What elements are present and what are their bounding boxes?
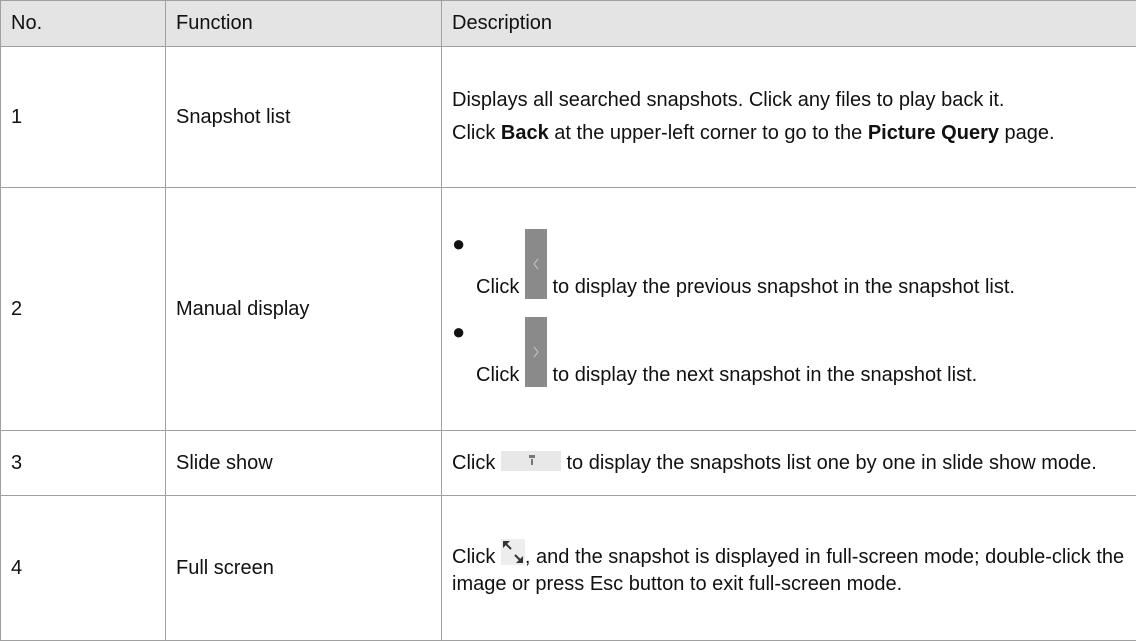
paragraph: Displays all searched snapshots. Click a… bbox=[452, 87, 1126, 114]
text: Click to display the previous snapshot i… bbox=[476, 229, 1015, 301]
text: at the upper-left corner to go to the bbox=[554, 122, 862, 144]
text: to display the previous snapshot in the … bbox=[552, 276, 1015, 298]
text: Click bbox=[452, 546, 495, 568]
text: Click bbox=[452, 452, 495, 474]
cell: Displays all searched snapshots. Click a… bbox=[442, 47, 1136, 188]
bold-text: Back bbox=[501, 122, 549, 144]
row: 3 Slide show Click to display the snapsh… bbox=[1, 431, 1136, 496]
slideshow-icon bbox=[501, 451, 561, 471]
text: page. bbox=[1005, 122, 1055, 144]
bullet: ● bbox=[452, 229, 476, 301]
row: 2 Manual display ●Click to display the p… bbox=[1, 188, 1136, 431]
fullscreen-icon bbox=[501, 539, 525, 565]
cell: Manual display bbox=[166, 188, 442, 431]
paragraph: Click Back at the upper-left corner to g… bbox=[452, 120, 1126, 147]
next-icon bbox=[525, 317, 547, 387]
text: Click bbox=[476, 276, 519, 298]
cell: Snapshot list bbox=[166, 47, 442, 188]
bullet-item: ●Click to display the previous snapshot … bbox=[452, 229, 1126, 301]
cell: 1 bbox=[1, 47, 166, 188]
header-row: No. Function Description bbox=[1, 1, 1136, 47]
cell: 4 bbox=[1, 496, 166, 641]
row: 4 Full screen Click , and the snapshot i… bbox=[1, 496, 1136, 641]
bullet: ● bbox=[452, 317, 476, 389]
cell: Full screen bbox=[166, 496, 442, 641]
header-cell: Description bbox=[442, 1, 1136, 47]
cell: ●Click to display the previous snapshot … bbox=[442, 188, 1136, 431]
cell: 3 bbox=[1, 431, 166, 496]
text: Click bbox=[476, 364, 519, 386]
header-cell: Function bbox=[166, 1, 442, 47]
text: , and the snapshot is displayed in full-… bbox=[452, 546, 1124, 595]
text: Click bbox=[452, 122, 495, 144]
row: 1 Snapshot list Displays all searched sn… bbox=[1, 47, 1136, 188]
text: Click to display the next snapshot in th… bbox=[476, 317, 977, 389]
header-cell: No. bbox=[1, 1, 166, 47]
cell: Slide show bbox=[166, 431, 442, 496]
prev-icon bbox=[525, 229, 547, 299]
text: to display the snapshots list one by one… bbox=[566, 452, 1096, 474]
cell: Click , and the snapshot is displayed in… bbox=[442, 496, 1136, 641]
cell: 2 bbox=[1, 188, 166, 431]
bold-text: Picture Query bbox=[868, 122, 999, 144]
cell: Click to display the snapshots list one … bbox=[442, 431, 1136, 496]
bullet-item: ●Click to display the next snapshot in t… bbox=[452, 317, 1126, 389]
text: to display the next snapshot in the snap… bbox=[552, 364, 977, 386]
